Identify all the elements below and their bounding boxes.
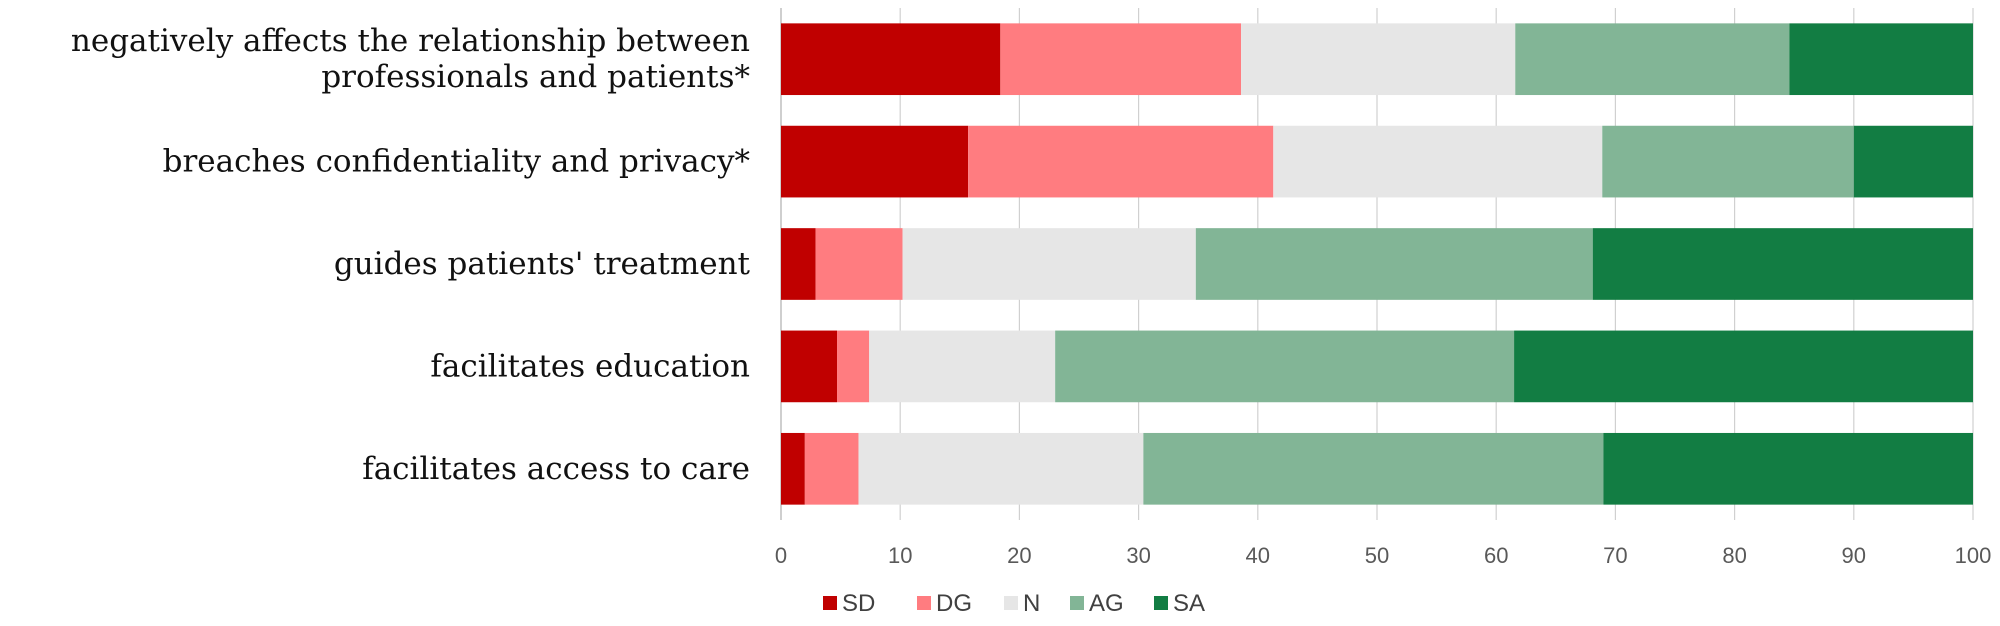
legend-label-dg: DG (936, 590, 972, 617)
legend-swatch-sd (823, 596, 837, 610)
bar-segment-sd (781, 432, 805, 505)
bar-segment-ag (1195, 228, 1593, 300)
bar-segment-dg (804, 432, 859, 505)
bar-segment-sd (781, 23, 1001, 96)
legend-swatch-sa (1154, 596, 1168, 610)
legend-label-ag: AG (1089, 590, 1124, 617)
legend-swatch-n (1004, 596, 1018, 610)
category-labels: negatively affects the relationship betw… (71, 23, 751, 487)
bar-segment-sd (781, 228, 816, 300)
category-label: facilitates access to care (362, 451, 750, 487)
category-label: guides patients' treatment (334, 246, 751, 282)
bar-segment-sa (1789, 23, 1973, 96)
category-label: negatively affects the relationship betw… (71, 23, 750, 59)
x-tick-label: 100 (1955, 543, 1992, 568)
bar-segment-n (858, 432, 1144, 505)
legend-swatch-ag (1070, 596, 1084, 610)
category-label: professionals and patients* (321, 59, 750, 95)
x-tick-label: 10 (888, 543, 912, 568)
category-label: breaches confidentiality and privacy* (163, 144, 750, 180)
x-tick-label: 50 (1365, 543, 1389, 568)
bar-segment-dg (815, 228, 903, 300)
bar-segment-sd (781, 125, 969, 198)
bar-segment-dg (837, 330, 870, 403)
x-tick-label: 80 (1722, 543, 1746, 568)
x-tick-label: 40 (1246, 543, 1270, 568)
bar-segment-ag (1143, 432, 1604, 505)
bar-segment-sd (781, 330, 838, 403)
bar-segment-ag (1602, 125, 1854, 198)
bar-segment-n (1241, 23, 1516, 96)
legend-label-n: N (1023, 590, 1040, 617)
bar-segment-ag (1055, 330, 1515, 403)
bar-segment-dg (1000, 23, 1242, 96)
x-tick-label: 30 (1126, 543, 1150, 568)
bar-segment-dg (968, 125, 1274, 198)
bar-segment-sa (1592, 228, 1973, 300)
legend: SD DG N AG SA (823, 590, 1205, 617)
legend-label-sd: SD (842, 590, 875, 617)
category-label: facilitates education (430, 348, 750, 384)
x-tick-label: 0 (775, 543, 787, 568)
bar-segment-n (902, 228, 1196, 300)
bar-segment-ag (1515, 23, 1790, 96)
legend-label-sa: SA (1173, 590, 1205, 617)
bar-segment-sa (1514, 330, 1973, 403)
bar-segment-sa (1853, 125, 1973, 198)
x-tick-label: 20 (1007, 543, 1031, 568)
bar-segment-n (1273, 125, 1603, 198)
x-axis-tick-labels: 0 10 20 30 40 50 60 70 80 90 100 (775, 543, 1991, 568)
bar-segment-n (869, 330, 1056, 403)
bar-segment-sa (1603, 432, 1973, 505)
x-tick-label: 70 (1603, 543, 1627, 568)
x-tick-label: 60 (1484, 543, 1508, 568)
legend-swatch-dg (917, 596, 931, 610)
bars (781, 23, 1973, 505)
x-tick-label: 90 (1842, 543, 1866, 568)
